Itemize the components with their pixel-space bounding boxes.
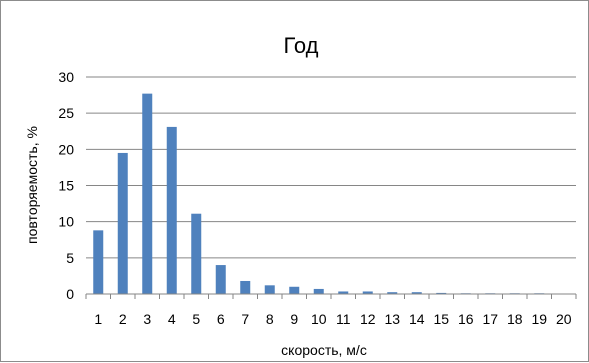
bar bbox=[93, 230, 104, 294]
y-tick-label: 25 bbox=[58, 105, 74, 121]
x-tick-label: 6 bbox=[217, 311, 225, 327]
x-tick-label: 2 bbox=[119, 311, 127, 327]
x-tick-label: 12 bbox=[360, 311, 376, 327]
bars bbox=[93, 93, 545, 295]
x-tick-label: 1 bbox=[94, 311, 102, 327]
bar bbox=[436, 292, 447, 294]
bar bbox=[387, 292, 398, 294]
x-tick-label: 18 bbox=[507, 311, 523, 327]
y-tick-label: 5 bbox=[66, 250, 74, 266]
x-tick-label: 17 bbox=[482, 311, 498, 327]
chart-title: Год bbox=[283, 33, 318, 58]
x-tick-label: 20 bbox=[556, 311, 572, 327]
x-tick-label: 9 bbox=[290, 311, 298, 327]
bar bbox=[411, 292, 422, 294]
bar bbox=[362, 291, 373, 294]
x-tick-label: 8 bbox=[266, 311, 274, 327]
x-tick-label: 10 bbox=[311, 311, 327, 327]
gridlines bbox=[86, 76, 576, 259]
x-tick-label: 4 bbox=[168, 311, 176, 327]
y-tick-label: 20 bbox=[58, 141, 74, 157]
x-tick-label: 15 bbox=[433, 311, 449, 327]
bar bbox=[313, 288, 324, 294]
x-tick-labels: 1 2 3 4 5 6 7 8 9 10 11 12 13 14 15 16 17 18 19 20 bbox=[94, 311, 571, 327]
x-tick-label: 19 bbox=[531, 311, 547, 327]
x-tick-label: 3 bbox=[143, 311, 151, 327]
bar bbox=[240, 280, 251, 294]
y-axis-title: повторяемость, % bbox=[24, 126, 40, 244]
y-tick-labels: 0 5 10 15 20 25 30 bbox=[58, 69, 74, 302]
y-tick-label: 30 bbox=[58, 69, 74, 85]
x-tick-label: 11 bbox=[336, 311, 351, 327]
bar bbox=[289, 286, 300, 294]
x-tick-label: 14 bbox=[409, 311, 425, 327]
y-tick-label: 0 bbox=[66, 286, 74, 302]
bar bbox=[191, 213, 202, 294]
bar bbox=[215, 265, 226, 294]
x-tick-label: 16 bbox=[458, 311, 474, 327]
x-tick-marks bbox=[85, 294, 577, 299]
x-axis-title: скорость, м/с bbox=[281, 342, 367, 358]
x-tick-label: 5 bbox=[192, 311, 200, 327]
y-tick-label: 10 bbox=[58, 214, 74, 230]
y-tick-label: 15 bbox=[58, 178, 74, 194]
bar bbox=[117, 152, 128, 294]
bar bbox=[166, 126, 177, 294]
x-tick-label: 7 bbox=[241, 311, 249, 327]
bar bbox=[142, 93, 153, 295]
bar bbox=[338, 291, 349, 294]
bar bbox=[264, 285, 275, 294]
x-tick-label: 13 bbox=[384, 311, 400, 327]
